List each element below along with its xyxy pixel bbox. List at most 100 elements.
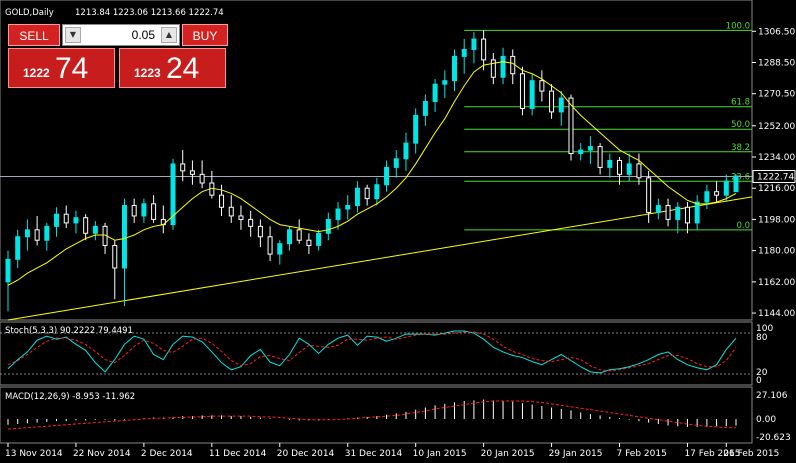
fib-level-label: 38.2 <box>731 143 750 153</box>
candle-body <box>44 225 50 241</box>
price-axis-label: 1252.00 <box>758 122 795 132</box>
time-axis-label: 20 Dec 2014 <box>277 449 335 459</box>
candle-body <box>189 170 195 175</box>
time-axis-label: 10 Jan 2015 <box>413 449 467 459</box>
candle-body <box>442 80 448 85</box>
price-axis-label: 1180.00 <box>758 247 795 257</box>
fib-level-label: 50.0 <box>731 120 750 130</box>
candle-body <box>452 55 458 82</box>
chart-header-ohlc: 1213.84 1223.06 1213.66 1222.74 <box>75 8 224 18</box>
candle-body <box>568 97 574 155</box>
stoch-axis-20: 20 <box>756 368 768 378</box>
trend-line[interactable] <box>7 196 753 321</box>
candle-body <box>364 187 370 200</box>
buy-button[interactable]: BUY <box>182 24 228 46</box>
stoch-axis-0: 0 <box>756 376 762 386</box>
fib-level-label: 100.0 <box>726 21 750 31</box>
stoch-axis-80: 80 <box>756 333 768 343</box>
lot-size-control: ▼ ▲ <box>62 24 180 46</box>
candle-body <box>277 243 283 255</box>
price-axis-label: 1270.50 <box>758 90 795 100</box>
current-price-label: 1222.74 <box>757 173 794 183</box>
sell-price-box[interactable]: 1222 74 <box>8 48 115 88</box>
candle-body <box>238 215 244 220</box>
fib-level-label: 0.0 <box>736 221 750 231</box>
price-axis-label: 1306.50 <box>758 27 795 37</box>
price-axis-label: 1288.50 <box>758 58 795 68</box>
time-axis-label: 7 Feb 2015 <box>617 449 667 459</box>
candle-body <box>432 83 438 103</box>
time-axis-label: 26 Feb 2015 <box>723 449 779 459</box>
sell-button[interactable]: SELL <box>8 24 60 46</box>
candle-body <box>345 205 351 210</box>
current-price-tag: 1222.74 <box>752 170 796 184</box>
candle-body <box>267 236 273 255</box>
candlesticks[interactable] <box>5 30 739 312</box>
time-axis[interactable]: 13 Nov 2014 22 Nov 2014 2 Dec 2014 11 Dec 2… <box>5 443 779 459</box>
candle-body <box>5 258 11 283</box>
stoch-axis-100: 100 <box>756 324 773 334</box>
price-axis-label: 1144.00 <box>758 309 795 319</box>
candle-body <box>723 180 729 196</box>
candle-body <box>587 146 593 151</box>
price-axis-label: 1198.00 <box>758 215 795 225</box>
candle-body <box>257 225 263 238</box>
sell-price-small: 1222 <box>23 66 50 80</box>
candle-body <box>92 225 98 234</box>
candle-body <box>73 217 79 224</box>
candle-body <box>296 229 302 241</box>
candle-body <box>83 217 89 234</box>
lot-increase-arrow-icon[interactable]: ▲ <box>161 27 177 43</box>
candle-body <box>316 232 322 246</box>
macd-axis-max: 27.106 <box>756 391 788 401</box>
candle-body <box>490 59 496 78</box>
fib-level-label: 61.8 <box>731 98 750 108</box>
candle-body <box>422 101 428 116</box>
candle-body <box>286 229 292 245</box>
candle-body <box>131 205 137 217</box>
candle-body <box>704 191 710 203</box>
candle-body <box>626 163 632 175</box>
lot-decrease-arrow-icon[interactable]: ▼ <box>65 27 81 43</box>
candle-body <box>393 158 399 168</box>
candle-body <box>519 73 525 109</box>
chart-header-symbol: GOLD,Daily <box>5 8 54 18</box>
fibonacci-retracement[interactable]: 100.0 61.8 50.0 38.2 23.6 0.0 <box>464 21 752 231</box>
candle-body <box>646 177 652 213</box>
macd-pane: MACD(12,26,9) -8.953 -11.962 27.106 0.00… <box>0 386 791 444</box>
candle-body <box>151 203 157 220</box>
candle-body <box>228 206 234 217</box>
candle-body <box>578 149 584 155</box>
candle-body <box>733 175 739 193</box>
moving-average-line <box>7 61 737 286</box>
time-axis-label: 13 Nov 2014 <box>5 449 63 459</box>
candle-body <box>714 191 720 196</box>
candle-body <box>403 142 409 160</box>
sell-price-big: 74 <box>55 52 89 85</box>
candle-body <box>354 187 360 207</box>
candle-body <box>24 229 30 238</box>
time-axis-label: 31 Dec 2014 <box>345 449 403 459</box>
stoch-signal-line <box>7 331 737 372</box>
candle-body <box>141 203 147 217</box>
candle-body <box>665 205 671 220</box>
price-axis-label: 1234.00 <box>758 153 795 163</box>
candle-body <box>384 166 390 186</box>
price-axis[interactable]: 1306.50 1288.50 1270.50 1252.00 1234.00 1216.… <box>752 27 795 319</box>
price-axis-label: 1162.00 <box>758 278 795 288</box>
candle-body <box>636 163 642 179</box>
buy-price-box[interactable]: 1223 24 <box>119 48 226 88</box>
lot-size-input[interactable] <box>85 27 155 43</box>
candle-body <box>558 97 564 113</box>
time-axis-label: 11 Dec 2014 <box>209 449 267 459</box>
candle-body <box>694 201 700 224</box>
candle-body <box>500 55 506 78</box>
candle-body <box>306 239 312 246</box>
time-axis-label: 17 Feb 2015 <box>684 449 740 459</box>
candle-body <box>684 206 690 224</box>
macd-signal-line <box>7 400 736 430</box>
candle-body <box>413 114 419 144</box>
stoch-label: Stoch(5,3,3) 90.2222 79.4491 <box>5 326 133 336</box>
candle-body <box>510 55 516 75</box>
